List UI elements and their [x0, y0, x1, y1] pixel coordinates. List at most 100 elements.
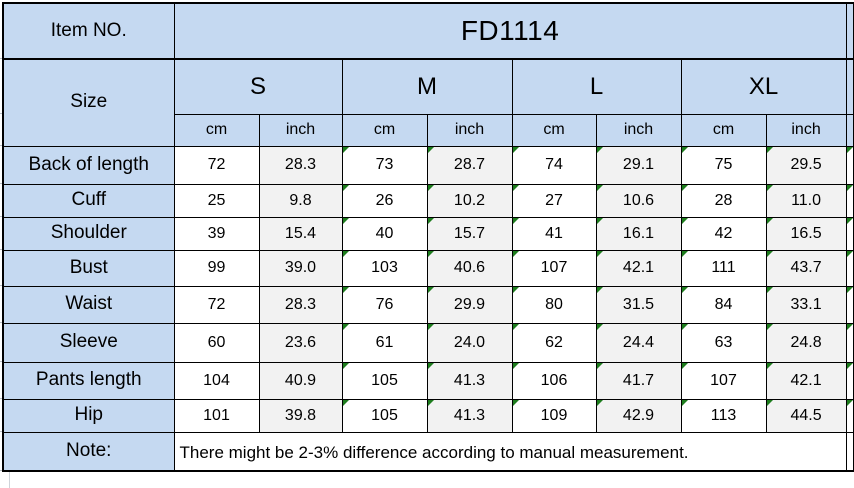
measurement-value: 43.7 — [790, 259, 822, 277]
sheet-gridline-tick — [0, 285, 2, 286]
error-indicator-icon — [343, 147, 349, 153]
measurement-value: 24.4 — [622, 333, 655, 351]
error-indicator-icon — [428, 185, 434, 191]
measurement-value-cell: 29.5 — [765, 145, 847, 185]
sheet-edge-cell — [845, 431, 854, 472]
measurement-value-cell: 28.3 — [258, 285, 343, 324]
measurement-value-cell: 41.7 — [595, 361, 682, 400]
measurement-value: 39 — [207, 224, 226, 242]
measurement-value-cell: 62 — [511, 322, 597, 363]
measurement-value-cell: 31.5 — [595, 285, 682, 324]
error-indicator-icon — [767, 400, 773, 406]
error-indicator-icon — [343, 324, 349, 330]
size-label-cell: Size — [2, 58, 175, 147]
measurement-value: 75 — [714, 156, 733, 174]
sheet-edge-cell — [845, 2, 854, 60]
unit-header-cell-cm: cm — [173, 113, 260, 147]
measurement-value-cell: 111 — [680, 249, 767, 287]
size-header-cell-m: M — [341, 58, 513, 115]
measurement-value-cell: 16.5 — [765, 216, 847, 251]
note-row: Note: There might be 2-3% difference acc… — [2, 431, 854, 472]
sheet-gridline-tick — [0, 322, 2, 323]
measurement-value-cell: 61 — [341, 322, 428, 363]
measurement-value-cell: 24.8 — [765, 322, 847, 363]
error-indicator-icon — [513, 287, 519, 293]
error-indicator-icon — [597, 287, 603, 293]
measurement-value: 107 — [540, 259, 568, 277]
measurement-value-cell: 28.7 — [426, 145, 513, 185]
measurement-value-cell: 103 — [341, 249, 428, 287]
error-indicator-icon — [682, 251, 688, 257]
size-header-cell-l: L — [511, 58, 682, 115]
measurement-value: 42.1 — [790, 371, 822, 389]
measurement-value: 16.1 — [622, 224, 655, 242]
sheet-gridline-tick — [0, 183, 2, 184]
error-indicator-icon — [597, 363, 603, 369]
error-indicator-icon — [847, 251, 853, 257]
measurement-label-cell: Pants length — [2, 361, 175, 400]
error-indicator-icon — [597, 185, 603, 191]
measurement-value-cell: 41.3 — [426, 361, 513, 400]
measurement-value: 27 — [545, 191, 563, 209]
measurement-value: 76 — [375, 295, 394, 313]
measurement-value: 24.0 — [453, 333, 486, 351]
error-indicator-icon — [682, 400, 688, 406]
sheet-edge-cell — [845, 58, 854, 115]
measurement-value-cell: 10.2 — [426, 183, 513, 218]
measurement-value: 103 — [371, 259, 398, 277]
error-indicator-icon — [513, 147, 519, 153]
measurement-value-cell: 27 — [511, 183, 597, 218]
error-indicator-icon — [682, 324, 688, 330]
measurement-value-cell: 28 — [680, 183, 767, 218]
unit-header-cell-inch: inch — [765, 113, 847, 147]
error-indicator-icon — [428, 251, 434, 257]
measurement-value: 16.5 — [790, 224, 822, 242]
measurement-value: 73 — [375, 156, 394, 174]
measurement-label-cell: Waist — [2, 285, 175, 324]
error-indicator-icon — [767, 185, 773, 191]
measurement-row: Waist 72 28.3 76 29.9 80 31.5 84 33.1 — [2, 285, 854, 324]
measurement-value: 105 — [371, 406, 398, 424]
measurement-label-cell: Shoulder — [2, 216, 175, 251]
item-no-value-cell: FD1114 — [173, 2, 847, 60]
error-indicator-icon — [513, 251, 519, 257]
measurement-value-cell: 80 — [511, 285, 597, 324]
measurement-value-cell: 29.9 — [426, 285, 513, 324]
measurement-value-cell: 28.3 — [258, 145, 343, 185]
measurement-value-cell: 25 — [173, 183, 260, 218]
measurement-value-cell: 106 — [511, 361, 597, 400]
error-indicator-icon — [597, 218, 603, 224]
measurement-value-cell: 9.8 — [258, 183, 343, 218]
error-indicator-icon — [597, 147, 603, 153]
error-indicator-icon — [682, 147, 688, 153]
sheet-gridline-tick — [0, 431, 2, 432]
size-header-cell-s: S — [173, 58, 343, 115]
measurement-label-cell: Back of length — [2, 145, 175, 185]
measurement-row: Cuff 25 9.8 26 10.2 27 10.6 28 11.0 — [2, 183, 854, 218]
unit-header-cell-cm: cm — [511, 113, 597, 147]
measurement-row: Pants length 104 40.9 105 41.3 106 41.7 107 42.1 — [2, 361, 854, 400]
measurement-value-cell: 72 — [173, 145, 260, 185]
measurement-value: 9.8 — [289, 191, 312, 209]
error-indicator-icon — [513, 185, 519, 191]
measurement-value-cell: 40.9 — [258, 361, 343, 400]
item-no-label-cell: Item NO. — [2, 2, 175, 60]
error-indicator-icon — [682, 363, 688, 369]
measurement-value-cell: 41.3 — [426, 398, 513, 433]
error-indicator-icon — [597, 400, 603, 406]
error-indicator-icon — [682, 287, 688, 293]
error-indicator-icon — [428, 147, 434, 153]
sheet-gridline-tick — [0, 249, 2, 250]
measurement-value-cell: 24.4 — [595, 322, 682, 363]
unit-header-cell-inch: inch — [258, 113, 343, 147]
measurement-value: 29.9 — [453, 295, 486, 313]
measurement-value: 41.7 — [622, 371, 655, 389]
measurement-value: 74 — [545, 156, 563, 174]
measurement-row: Sleeve 60 23.6 61 24.0 62 24.4 63 24.8 — [2, 322, 854, 363]
error-indicator-icon — [847, 147, 853, 153]
error-indicator-icon — [513, 363, 519, 369]
measurement-value-cell: 40 — [341, 216, 428, 251]
measurement-value: 40.6 — [453, 259, 486, 277]
measurement-value: 28 — [714, 191, 733, 209]
error-indicator-icon — [767, 218, 773, 224]
